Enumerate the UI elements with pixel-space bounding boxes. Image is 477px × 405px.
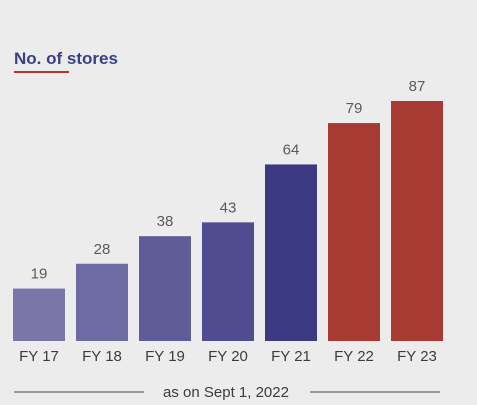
bar-fy-20 — [202, 222, 254, 341]
category-label: FY 18 — [82, 348, 122, 365]
bar-fy-21 — [265, 164, 317, 341]
value-label: 79 — [346, 100, 363, 117]
bars-group: 19 FY 17 28 FY 18 38 FY 19 43 FY 20 64 FY 21 79 FY … — [13, 78, 443, 365]
value-label: 38 — [157, 213, 174, 230]
category-label: FY 17 — [19, 348, 59, 365]
bar-fy-22 — [328, 123, 380, 341]
category-label: FY 21 — [271, 348, 311, 365]
value-label: 28 — [94, 241, 111, 258]
bar-fy-19 — [139, 236, 191, 341]
bar-fy-23 — [391, 101, 443, 341]
bar-fy-17 — [13, 288, 65, 341]
title-underline — [14, 71, 69, 73]
category-label: FY 23 — [397, 348, 437, 365]
category-label: FY 20 — [208, 348, 248, 365]
value-label: 64 — [283, 141, 300, 158]
category-label: FY 19 — [145, 348, 185, 365]
bar-fy-18 — [76, 263, 128, 341]
value-label: 19 — [31, 266, 48, 283]
value-label: 87 — [409, 78, 426, 95]
category-label: FY 22 — [334, 348, 374, 365]
value-label: 43 — [220, 199, 237, 216]
chart-title: No. of stores — [14, 49, 118, 68]
footnote: as on Sept 1, 2022 — [163, 384, 289, 401]
